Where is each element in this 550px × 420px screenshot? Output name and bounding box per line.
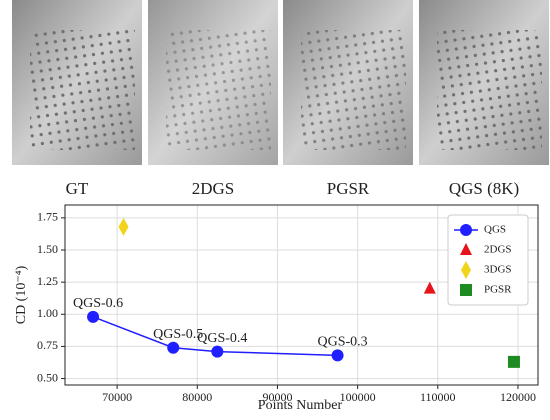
- y-tick-label: 1.25: [37, 274, 58, 288]
- legend-label: PGSR: [484, 284, 512, 296]
- point-label: QGS-0.6: [73, 296, 123, 311]
- legend-box: [447, 214, 529, 306]
- x-tick-label: 80000: [182, 390, 212, 404]
- y-axis-label: CD (10⁻⁴): [14, 265, 29, 324]
- marker: [211, 345, 224, 358]
- series-line: [92, 316, 338, 357]
- caption: PGSR: [327, 179, 370, 198]
- image-qgs: [419, 0, 549, 165]
- point-label: QGS-0.5: [153, 327, 203, 342]
- legend-label: QGS: [484, 224, 506, 236]
- caption: GT: [66, 179, 89, 198]
- legend-label: 2DGS: [484, 244, 512, 256]
- y-tick-label: 1.50: [37, 242, 58, 256]
- marker: [460, 243, 472, 255]
- marker: [87, 310, 100, 323]
- marker: [460, 224, 472, 236]
- x-tick-label: 100000: [340, 390, 376, 404]
- marker: [118, 217, 129, 236]
- x-tick-label: 90000: [262, 390, 292, 404]
- y-tick-label: 0.50: [37, 370, 58, 384]
- image-gt: [12, 0, 142, 165]
- marker: [423, 281, 436, 294]
- marker: [507, 355, 520, 368]
- legend-label: 3DGS: [484, 264, 512, 276]
- marker: [331, 349, 344, 362]
- marker: [167, 341, 180, 354]
- y-tick-label: 0.75: [37, 338, 58, 352]
- marker: [460, 284, 472, 296]
- x-tick-label: 120000: [500, 390, 536, 404]
- caption: 2DGS: [192, 179, 235, 198]
- x-tick-label: 110000: [420, 390, 456, 404]
- legend: QGS 2DGS 3DGS PGSR: [447, 214, 529, 306]
- y-tick-label: 1.75: [37, 210, 58, 224]
- y-tick-label: 1.00: [37, 306, 58, 320]
- x-tick-label: 70000: [102, 390, 132, 404]
- point-label: QGS-0.3: [317, 335, 367, 350]
- caption: QGS (8K): [449, 179, 519, 198]
- x-axis-label: Points Number: [258, 398, 343, 413]
- marker: [461, 261, 471, 279]
- image-panels: [12, 0, 549, 165]
- image-2dgs: [148, 0, 278, 165]
- point-label: QGS-0.4: [197, 331, 247, 346]
- plot-frame: [64, 204, 539, 386]
- image-pgsr: [283, 0, 413, 165]
